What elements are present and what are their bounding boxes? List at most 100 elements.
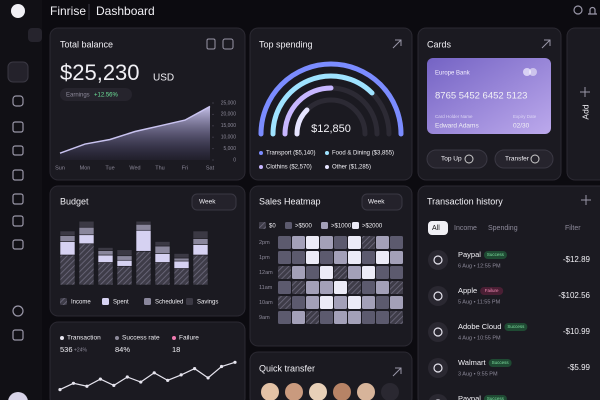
button-label: Transfer [505,156,530,163]
legend-dot [60,336,64,340]
nav-home[interactable] [7,61,29,83]
y-tick-label: 5,000 [223,146,236,152]
avatars [261,383,375,400]
metric-label: Transaction [67,335,101,342]
expiry-label: Expiry Date [513,114,537,119]
contact-avatar[interactable] [357,383,375,400]
heatmap-cell [348,236,361,249]
y-tick-label: 0 [233,157,236,163]
bank-card[interactable] [427,58,551,134]
budget-bar [135,229,152,252]
legend-label: Food & Dining ($3,855) [332,151,394,157]
row-label: 2pm [259,240,270,246]
heatmap-cell [362,281,375,294]
row-label: 10am [259,300,273,306]
top-up-button[interactable] [426,149,488,169]
doc-icon[interactable] [206,38,216,50]
budget-bar [116,259,133,267]
heatmap-cell [390,281,403,294]
metric-point [112,383,116,387]
logo [11,4,25,18]
heatmap-cell [376,236,389,249]
sidebar-toggle[interactable] [28,28,42,42]
holder-name: Edward Adams [435,123,479,130]
legend-swatch [285,222,292,229]
budget-bar [59,241,76,256]
budget-bar [97,247,114,251]
heatmap-cell [278,251,291,264]
nav-icon[interactable] [12,193,24,205]
metric-point [58,388,62,392]
earnings-label: Earnings [66,93,90,99]
tab-active[interactable] [428,221,448,235]
nav-logout[interactable] [12,329,24,341]
heatmap-cell [362,236,375,249]
panel-title: Total balance [60,39,113,49]
balance-line [59,105,211,154]
bell-icon[interactable] [588,6,597,15]
budget-bar [135,220,152,225]
heatmap-cell [292,251,305,264]
budget-bar [97,254,114,263]
status-pill [504,323,528,331]
metric-line [59,361,236,391]
transfer-add-button[interactable] [381,383,399,400]
nav-icon[interactable] [12,169,24,181]
legend-dot [325,165,329,169]
nav-icon[interactable] [12,215,24,227]
merchant-glyph [433,255,443,265]
transfer-button[interactable] [494,149,554,169]
amount: -$102.56 [558,291,590,300]
legend-swatch [60,298,67,305]
search-icon[interactable] [573,5,583,15]
panel-add[interactable] [566,27,600,181]
legend-label: Transport ($5,140) [266,151,315,157]
metric-change: +24% [74,347,87,353]
bank-name: Europe Bank [435,71,471,77]
avatar[interactable] [8,392,28,400]
heatmap-cell [376,281,389,294]
period-select[interactable] [191,193,237,211]
transaction-date: 5 Aug • 11:55 PM [458,299,501,305]
budget-bar [59,235,76,242]
contact-avatar[interactable] [333,383,351,400]
open-icon[interactable] [392,367,402,377]
plus-icon[interactable] [580,87,590,97]
heatmap-cell [306,266,319,279]
nav-icon[interactable] [12,95,24,107]
image-icon[interactable] [222,38,234,50]
contact-avatar[interactable] [309,383,327,400]
legend-dot [115,336,119,340]
metric-label: Failure [179,335,199,342]
nav-icon[interactable] [12,145,24,156]
select-label: Week [199,199,216,206]
contact-avatar[interactable] [285,383,303,400]
legend-label: >$1000 [331,224,352,230]
nav-icon[interactable] [12,121,24,133]
budget-bar [173,268,190,286]
budget-bar [97,262,114,286]
heatmap-cell [348,251,361,264]
open-icon[interactable] [541,39,551,49]
select-label: Week [368,199,385,206]
budget-bar [116,255,133,261]
y-tick-label: 20,000 [221,112,237,118]
open-icon[interactable] [392,39,402,49]
budget-bar [116,249,133,257]
row-label: 12am [259,270,273,276]
nav-settings[interactable] [12,305,24,317]
nav-icon[interactable] [12,239,24,250]
status: Success [487,396,505,400]
amount: -$5.99 [567,363,590,372]
card-logo [523,68,531,76]
period-select[interactable] [361,193,403,211]
legend-label: Savings [197,300,218,306]
plus-icon[interactable] [581,195,591,205]
merchant-icon [428,286,448,306]
metric-point [233,360,237,364]
contact-avatar[interactable] [261,383,279,400]
spending-arc [294,107,310,137]
metric-point [85,384,89,388]
legend-label: Spent [113,300,129,306]
row-label: 1pm [259,255,270,261]
